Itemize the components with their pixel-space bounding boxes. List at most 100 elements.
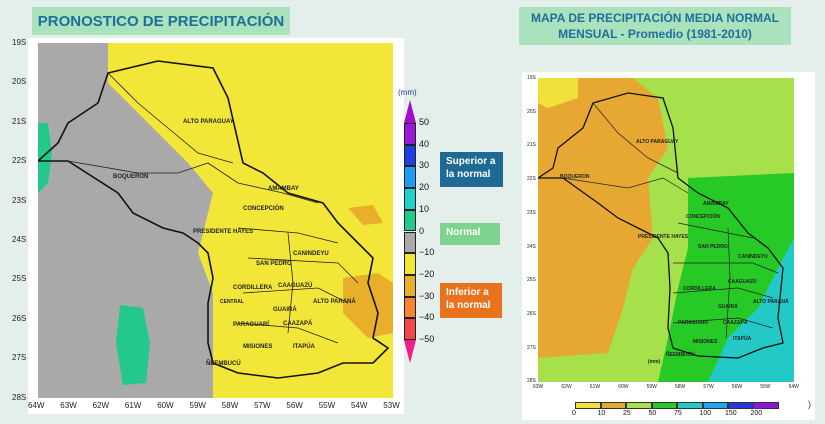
nm-lat-tick: 27S [527,344,536,351]
normal-map-title: MAPA DE PRECIPITACIÓN MEDIA NORMAL MENSUA… [519,7,791,45]
dept-caazapa: CAAZAPÁ [283,320,313,327]
normal-title-line2: MENSUAL - Promedio (1981-2010) [558,27,752,41]
hb-right-arrow [754,403,779,409]
colorbar-label: 20 [419,182,430,193]
colorbar-segment [404,231,416,254]
nm-lat-tick: 19S [527,75,536,81]
hb-segment [651,402,677,409]
colorbar-label: 50 [419,117,430,127]
dept-san-pedro: SAN PEDRO [256,261,292,267]
nm-lat-tick: 28S [527,378,536,385]
nm-dept-cordillera: CORDILLERA [683,286,716,292]
lat-tick: 27S [12,353,27,363]
lon-tick: 60W [157,401,174,410]
colorbar-label: 40 [419,138,430,149]
lon-tick: 56W [286,401,303,410]
colorbar-top-arrow [404,100,416,123]
lat-tick: 19S [12,38,27,47]
nm-lon-tick: 57W [703,384,714,390]
hb-label: 75 [674,410,682,417]
nm-dept-alto-parana: ALTO PARANÁ [753,298,789,305]
hb-label: 100 [699,410,712,417]
cut-text: ) [808,399,811,409]
nm-lon-tick: 61W [589,384,601,390]
nm-lon-tick: 54W [788,384,799,390]
colorbar-label: −40 [419,312,435,323]
hb-label: 10 [597,410,606,417]
nm-lat-tick: 26S [527,310,536,317]
nm-lon-tick: 58W [675,384,686,390]
nm-dept-paraguari: PARAGUARÍ [678,318,709,326]
colorbar-segment [404,188,416,210]
lon-tick: 57W [254,401,271,410]
nm-dept-caazapa: CAAZAPÁ [723,319,748,326]
dept-alto-paraguay: ALTO PARAGUAY [183,119,234,125]
colorbar-segment [404,318,416,340]
nm-lat-tick: 25S [527,277,536,284]
colorbar-segment [404,296,416,319]
dept-amambay: AMAMBAY [268,186,299,192]
nm-lon-tick: 56W [731,384,743,390]
colorbar-segment [404,253,416,275]
hb-segment [728,402,754,409]
dept-cordillera: CORDILLERA [233,285,273,291]
nm-dept-caaguazu: CAAGUAZÚ [728,278,757,285]
normal-map: ALTO PARAGUAY BOQUERON PRESIDENTE HAYES … [538,78,794,382]
dept-itapua: ITAPÚA [293,343,316,350]
dept-presidente-hayes: PRESIDENTE HAYES [193,229,253,235]
dept-paraguari: PARAGUARÍ [233,320,269,328]
lat-tick: 23S [12,195,27,205]
hb-segment [575,402,601,409]
lat-tick: 25S [12,274,27,284]
category-inferior-label: Inferior a la normal [446,287,491,311]
dept-alto-parana: ALTO PARANÁ [313,298,356,305]
colorbar-label: −30 [419,290,435,301]
nm-unit: (mm) [648,359,661,365]
lat-tick: 22S [12,156,27,166]
colorbar-bottom-arrow [404,340,416,363]
lon-tick: 55W [318,401,336,410]
lon-tick: 62W [92,401,110,410]
nm-lat-tick: 21S [527,142,536,149]
colorbar-label: −10 [419,247,435,258]
nm-dept-guaira: GUAIRÁ [718,303,738,310]
hb-segment [626,402,652,409]
category-superior-label: Superior a la normal [446,156,496,180]
nm-lon-tick: 62W [561,384,572,390]
category-normal: Normal [440,223,500,245]
nm-dept-itapua: ITAPÚA [733,335,752,342]
category-superior: Superior a la normal [440,152,503,187]
dept-central: CENTRAL [220,299,244,305]
hb-left-arrow [549,403,574,409]
colorbar-label: −50 [419,334,435,344]
hb-label: 25 [623,410,631,417]
nm-lat-tick: 23S [527,209,536,216]
colorbar-segment [404,144,416,167]
nm-lon-tick: 63W [533,384,544,390]
category-normal-label: Normal [446,227,481,238]
lon-tick: 64W [28,401,45,410]
lon-tick: 58W [221,401,239,410]
colorbar-label: 0 [419,225,425,236]
lat-tick: 26S [12,313,27,323]
nm-lat-tick: 24S [527,243,536,250]
normal-title-line1: MAPA DE PRECIPITACIÓN MEDIA NORMAL [531,11,779,25]
colorbar-label: 30 [419,160,430,171]
colorbar-unit: (mm) [398,88,417,97]
forecast-map: ALTO PARAGUAY BOQUERON PRESIDENTE HAYES … [38,43,393,398]
hb-segment [600,402,626,409]
lon-tick: 53W [383,401,400,410]
nm-dept-canindeyu: CANINDEYU [738,254,768,260]
forecast-title: PRONOSTICO DE PRECIPITACIÓN [32,7,290,35]
nm-lat-tick: 20S [527,108,536,115]
dept-caaguazu: CAAGUAZÚ [278,282,312,289]
nm-lat-tick: 22S [527,176,536,183]
colorbar-segment [404,274,416,297]
dept-canindeyu: CANINDEYU [293,251,329,257]
colorbar-label: −20 [419,268,435,279]
lon-tick: 63W [60,401,77,410]
dept-neembucu: ÑEEMBUCÚ [206,360,241,367]
nm-lon-tick: 59W [646,384,657,390]
nm-dept-presidente-hayes: PRESIDENTE HAYES [638,234,689,240]
nm-dept-alto-paraguay: ALTO PARAGUAY [636,139,679,145]
